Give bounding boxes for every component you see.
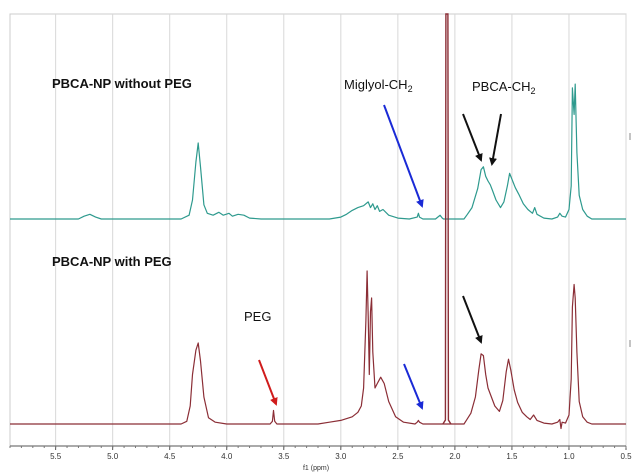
series-line-with-peg xyxy=(10,270,626,430)
x-tick-label: 4.5 xyxy=(164,452,176,461)
x-axis-title: f1 (ppm) xyxy=(303,465,329,472)
x-tick-label: 3.0 xyxy=(335,452,347,461)
solvent-peak xyxy=(442,13,452,425)
x-tick-label: 1.0 xyxy=(563,452,575,461)
arrow-pbca-bottom xyxy=(462,295,483,344)
label-without-peg: PBCA-NP without PEG xyxy=(52,76,192,91)
spectra-layer xyxy=(10,13,626,430)
x-tick-label: 2.5 xyxy=(392,452,404,461)
arrow-miglyol-top xyxy=(383,104,424,208)
x-tick-label: 4.0 xyxy=(221,452,233,461)
x-tick-label: 5.5 xyxy=(50,452,62,461)
x-tick-label: 2.0 xyxy=(449,452,461,461)
label-with-peg: PBCA-NP with PEG xyxy=(52,254,172,269)
x-tick-label: 5.0 xyxy=(107,452,119,461)
label-miglyol: Miglyol-CH2 xyxy=(344,77,413,94)
series-line-without-peg xyxy=(10,83,626,220)
x-axis-ticks: 5.5 5.0 4.5 4.0 3.5 3.0 2.5 2.0 1.5 1.0 0.5 xyxy=(9,446,632,461)
x-tick-label: 0.5 xyxy=(620,452,632,461)
x-tick-label: 3.5 xyxy=(278,452,290,461)
arrow-pbca-top-left xyxy=(462,113,483,162)
arrow-miglyol-bottom xyxy=(403,363,424,410)
arrow-pbca-top-right xyxy=(489,113,502,166)
label-peg: PEG xyxy=(244,309,271,324)
x-tick-label: 1.5 xyxy=(506,452,518,461)
arrow-peg xyxy=(258,359,278,406)
label-pbca: PBCA-CH2 xyxy=(472,79,536,96)
